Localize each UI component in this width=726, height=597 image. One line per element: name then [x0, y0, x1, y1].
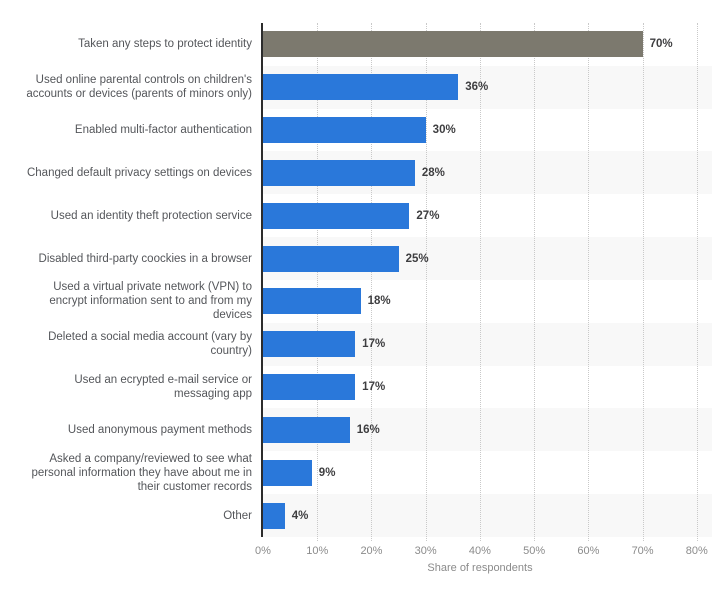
category-label: Used anonymous payment methods — [67, 423, 252, 436]
row-plot-area: 70% — [261, 23, 712, 66]
value-label: 27% — [416, 209, 440, 222]
row-plot-area: 17% — [261, 365, 712, 409]
bar[interactable] — [263, 502, 285, 529]
chart-row: Deleted a social media account (vary by … — [0, 322, 712, 366]
x-tick-label: 70% — [631, 545, 654, 557]
category-label: Enabled multi-factor authentication — [74, 124, 252, 137]
chart-row: Changed default privacy settings on devi… — [0, 151, 712, 195]
chart-rows: Taken any steps to protect identity 70% Us… — [0, 23, 712, 537]
chart-row: Other 4% — [0, 494, 712, 537]
chart-row: Taken any steps to protect identity 70% — [0, 23, 712, 66]
bar[interactable] — [263, 459, 312, 486]
value-label: 18% — [367, 295, 391, 308]
x-axis-title: Share of respondents — [427, 562, 533, 574]
x-tick-label: 80% — [685, 545, 708, 557]
value-label: 28% — [421, 166, 445, 179]
row-plot-area: 27% — [261, 194, 712, 238]
chart-row: Used a virtual private network (VPN) to … — [0, 279, 712, 323]
row-plot-area: 9% — [261, 451, 712, 495]
category-label: Used a virtual private network (VPN) to … — [49, 281, 252, 322]
x-tick-label: 10% — [306, 545, 329, 557]
bar[interactable] — [263, 159, 415, 186]
x-tick-label: 20% — [360, 545, 383, 557]
bar[interactable] — [263, 117, 426, 144]
bar[interactable] — [263, 416, 350, 443]
bar[interactable] — [263, 202, 410, 229]
x-axis-ticks: 0% 10% 20% 30% 40% 50% 60% 70% 80% — [255, 545, 712, 559]
row-plot-area: 18% — [261, 279, 712, 323]
row-plot-area: 25% — [261, 237, 712, 280]
value-label: 36% — [465, 81, 489, 94]
row-plot-area: 30% — [261, 108, 712, 152]
category-label: Asked a company/reviewed to see what per… — [31, 452, 252, 493]
category-label: Other — [223, 509, 252, 522]
x-tick-label: 40% — [468, 545, 491, 557]
row-plot-area: 17% — [261, 322, 712, 366]
category-label: Taken any steps to protect identity — [78, 38, 252, 51]
chart-row: Enabled multi-factor authentication 30% — [0, 108, 712, 152]
category-label: Disabled third-party coockies in a brows… — [38, 252, 252, 265]
bar[interactable] — [263, 288, 361, 315]
value-label: 17% — [362, 338, 386, 351]
category-label: Deleted a social media account (vary by … — [48, 331, 252, 358]
bar[interactable] — [263, 331, 356, 358]
chart-row: Asked a company/reviewed to see what per… — [0, 451, 712, 495]
bar[interactable] — [263, 245, 399, 272]
row-plot-area: 28% — [261, 151, 712, 195]
category-label: Used an ecrypted e-mail service or messa… — [74, 374, 252, 401]
row-plot-area: 36% — [261, 65, 712, 109]
value-label: 30% — [432, 124, 456, 137]
row-plot-area: 16% — [261, 408, 712, 452]
value-label: 9% — [318, 466, 336, 479]
row-plot-area: 4% — [261, 494, 712, 537]
value-label: 17% — [362, 381, 386, 394]
chart-row: Used an ecrypted e-mail service or messa… — [0, 365, 712, 409]
bar[interactable] — [263, 74, 459, 101]
bar[interactable] — [263, 374, 356, 401]
category-label: Used online parental controls on childre… — [26, 74, 252, 101]
x-tick-label: 30% — [414, 545, 437, 557]
chart-row: Used an identity theft protection servic… — [0, 194, 712, 238]
chart-row: Disabled third-party coockies in a brows… — [0, 237, 712, 280]
x-tick-label: 50% — [523, 545, 546, 557]
x-tick-label: 60% — [577, 545, 600, 557]
value-label: 25% — [405, 252, 429, 265]
value-label: 16% — [356, 423, 380, 436]
value-label: 70% — [649, 38, 673, 51]
value-label: 4% — [291, 509, 309, 522]
category-label: Used an identity theft protection servic… — [50, 209, 252, 222]
x-tick-label: 0% — [255, 545, 271, 557]
chart-row: Used anonymous payment methods 16% — [0, 408, 712, 452]
chart-row: Used online parental controls on childre… — [0, 65, 712, 109]
bar[interactable] — [263, 31, 643, 58]
category-label: Changed default privacy settings on devi… — [26, 166, 252, 179]
